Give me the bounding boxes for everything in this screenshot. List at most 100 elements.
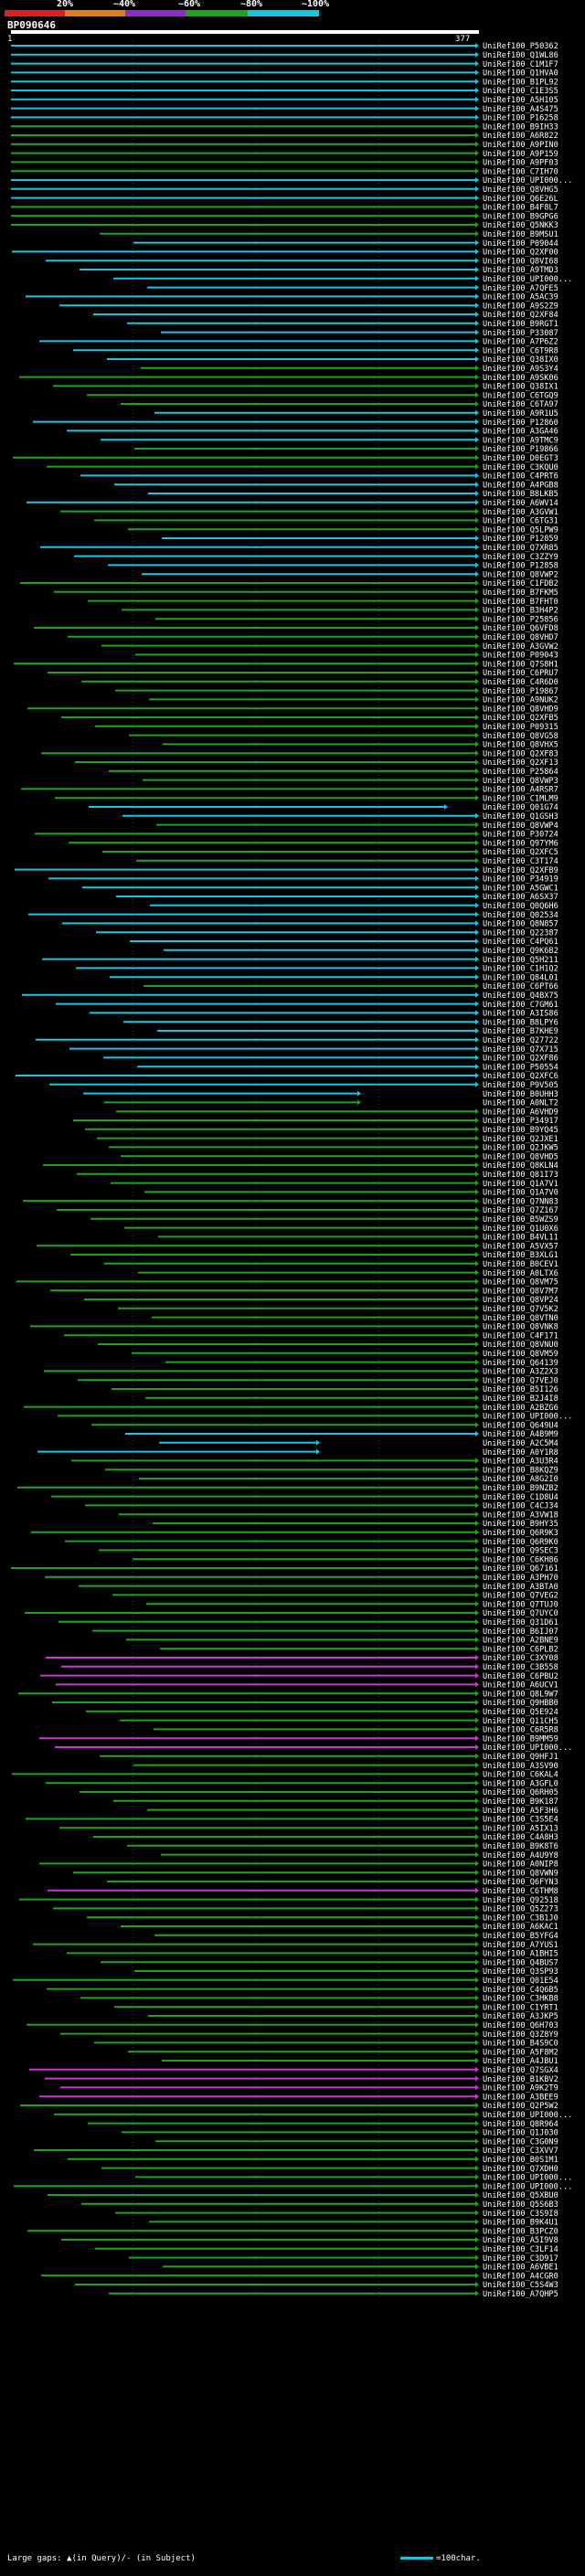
hit-row[interactable]: UniRef100_A9R1U5 bbox=[154, 409, 558, 419]
hit-row[interactable]: UniRef100_Q92518 bbox=[19, 1896, 558, 1905]
hit-row[interactable]: UniRef100_Q7Z167 bbox=[57, 1206, 558, 1215]
hit-row[interactable]: UniRef100_Q8VP24 bbox=[84, 1296, 558, 1305]
hit-row[interactable]: UniRef100_C6R5R8 bbox=[154, 1726, 558, 1735]
hit-row[interactable]: UniRef100_Q6FYN3 bbox=[107, 1878, 558, 1887]
hit-row[interactable]: UniRef100_B9IH33 bbox=[11, 122, 558, 132]
hit-row[interactable]: UniRef100_Q8VHG5 bbox=[11, 186, 558, 195]
hit-row[interactable]: UniRef100_A3GVW1 bbox=[60, 508, 558, 517]
hit-row[interactable]: UniRef100_C6PT66 bbox=[144, 982, 558, 991]
hit-row[interactable]: UniRef100_A6WV14 bbox=[27, 499, 558, 508]
hit-row[interactable]: UniRef100_C1YRT1 bbox=[114, 2003, 558, 2012]
hit-row[interactable]: UniRef100_A6UCV1 bbox=[56, 1681, 558, 1691]
hit-row[interactable]: UniRef100_A0Y1R8 bbox=[37, 1448, 558, 1458]
hit-row[interactable]: UniRef100_A4CGR0 bbox=[41, 2272, 558, 2281]
hit-row[interactable]: UniRef100_P09315 bbox=[95, 723, 558, 732]
hit-row[interactable]: UniRef100_Q01E54 bbox=[13, 1977, 558, 1986]
hit-row[interactable]: UniRef100_A8G2I0 bbox=[139, 1475, 558, 1484]
hit-row[interactable]: UniRef100_A3Z2X3 bbox=[44, 1368, 558, 1377]
hit-row[interactable]: UniRef100_A5AC39 bbox=[26, 293, 558, 302]
hit-row[interactable]: UniRef100_Q8VWP2 bbox=[142, 570, 558, 579]
hit-row[interactable]: UniRef100_P30724 bbox=[35, 831, 558, 840]
hit-row[interactable]: UniRef100_C4CJ34 bbox=[85, 1502, 558, 1511]
hit-row[interactable]: UniRef100_A6VBE1 bbox=[163, 2263, 558, 2273]
hit-row[interactable]: UniRef100_C1D8U4 bbox=[51, 1493, 558, 1502]
hit-row[interactable]: UniRef100_A5I9V8 bbox=[61, 2236, 558, 2245]
hit-row[interactable]: UniRef100_Q7TUJ0 bbox=[146, 1600, 558, 1609]
hit-row[interactable]: UniRef100_Q8VWP4 bbox=[156, 822, 558, 831]
hit-row[interactable]: UniRef100_Q8VWP3 bbox=[143, 777, 558, 786]
hit-row[interactable]: UniRef100_A3IS86 bbox=[90, 1010, 558, 1019]
hit-row[interactable]: UniRef100_Q5H211 bbox=[42, 956, 558, 965]
hit-row[interactable]: UniRef100_Q9HFJ1 bbox=[100, 1753, 558, 1762]
hit-row[interactable]: UniRef100_B4S9C0 bbox=[94, 2040, 558, 2049]
hit-row[interactable]: UniRef100_A3VW18 bbox=[119, 1511, 558, 1520]
hit-row[interactable]: UniRef100_Q2XF84 bbox=[93, 311, 558, 320]
hit-row[interactable]: UniRef100_B9K4U1 bbox=[149, 2219, 558, 2228]
hit-row[interactable]: UniRef100_Q5NKK3 bbox=[11, 221, 558, 230]
hit-row[interactable]: UniRef100_Q38IX0 bbox=[107, 355, 558, 365]
hit-row[interactable]: UniRef100_C3T174 bbox=[136, 857, 558, 866]
hit-row[interactable]: UniRef100_B6IJ07 bbox=[92, 1627, 558, 1637]
hit-row[interactable]: UniRef100_Q2XFB5 bbox=[61, 714, 558, 723]
hit-row[interactable]: UniRef100_B3PCZ0 bbox=[27, 2227, 558, 2236]
hit-row[interactable]: UniRef100_A9PF03 bbox=[11, 159, 558, 168]
hit-row[interactable]: UniRef100_Q1A7V1 bbox=[111, 1180, 558, 1189]
hit-row[interactable]: UniRef100_B8LPY6 bbox=[123, 1018, 558, 1027]
hit-row[interactable]: UniRef100_A9S2Z9 bbox=[59, 302, 558, 311]
hit-row[interactable]: UniRef100_C4F171 bbox=[64, 1331, 558, 1341]
hit-row[interactable]: UniRef100_Q8VNK8 bbox=[30, 1323, 558, 1332]
hit-row[interactable]: UniRef100_UPI000... bbox=[135, 2174, 572, 2183]
hit-row[interactable]: UniRef100_Q02534 bbox=[28, 911, 558, 920]
hit-row[interactable]: UniRef100_Q5Z273 bbox=[53, 1905, 558, 1914]
hit-row[interactable]: UniRef100_Q67161 bbox=[11, 1564, 558, 1574]
hit-row[interactable]: UniRef100_Q0Q6H6 bbox=[150, 902, 558, 911]
hit-row[interactable]: UniRef100_Q649U4 bbox=[91, 1421, 558, 1430]
hit-row[interactable]: UniRef100_P12860 bbox=[33, 419, 558, 428]
hit-row[interactable]: UniRef100_B9GPG6 bbox=[11, 212, 558, 221]
hit-row[interactable]: UniRef100_C3LF14 bbox=[95, 2245, 558, 2254]
hit-row[interactable]: UniRef100_B2J4I8 bbox=[145, 1394, 558, 1404]
hit-row[interactable]: UniRef100_A4PGB8 bbox=[114, 481, 558, 490]
hit-row[interactable]: UniRef100_C4R6D0 bbox=[81, 678, 558, 687]
hit-row[interactable]: UniRef100_Q8VTN0 bbox=[152, 1314, 558, 1323]
hit-row[interactable]: UniRef100_UPI000... bbox=[58, 1413, 572, 1422]
hit-row[interactable]: UniRef100_Q64139 bbox=[165, 1359, 558, 1368]
hit-row[interactable]: UniRef100_C3KQU0 bbox=[47, 463, 558, 472]
hit-row[interactable]: UniRef100_A2BZG6 bbox=[24, 1404, 558, 1413]
hit-row[interactable]: UniRef100_B9MM59 bbox=[39, 1734, 558, 1744]
hit-row[interactable]: UniRef100_Q8VHX5 bbox=[163, 741, 558, 750]
hit-row[interactable]: UniRef100_UPI000... bbox=[55, 1744, 572, 1753]
hit-row[interactable]: UniRef100_P12859 bbox=[162, 535, 558, 544]
hit-row[interactable]: UniRef100_C3HKB8 bbox=[80, 1995, 558, 2004]
hit-row[interactable]: UniRef100_Q9SEC3 bbox=[99, 1547, 558, 1556]
hit-row[interactable]: UniRef100_Q2XFC6 bbox=[16, 1072, 558, 1081]
hit-row[interactable]: UniRef100_P09044 bbox=[133, 239, 558, 249]
hit-row[interactable]: UniRef100_C3B558 bbox=[61, 1663, 558, 1672]
hit-row[interactable]: UniRef100_Q6R9K3 bbox=[31, 1529, 558, 1538]
hit-row[interactable]: UniRef100_Q7NN83 bbox=[23, 1197, 558, 1206]
hit-row[interactable]: UniRef100_B5YFG4 bbox=[154, 1932, 558, 1941]
hit-row[interactable]: UniRef100_P25856 bbox=[155, 615, 558, 624]
hit-row[interactable]: UniRef100_C1FDB2 bbox=[20, 579, 558, 588]
hit-row[interactable]: UniRef100_Q7SGX4 bbox=[29, 2066, 558, 2075]
hit-row[interactable]: UniRef100_A6VHD9 bbox=[116, 1108, 558, 1117]
hit-row[interactable]: UniRef100_C3S5E4 bbox=[26, 1816, 558, 1825]
hit-row[interactable]: UniRef100_B0UHH3 bbox=[83, 1090, 558, 1099]
hit-row[interactable]: UniRef100_A4JBU1 bbox=[162, 2057, 558, 2066]
hit-row[interactable]: UniRef100_A4S475 bbox=[11, 105, 558, 114]
hit-row[interactable]: UniRef100_C5S4W3 bbox=[75, 2281, 558, 2290]
hit-row[interactable]: UniRef100_Q5E924 bbox=[86, 1708, 558, 1717]
hit-row[interactable]: UniRef100_A9NUK2 bbox=[149, 696, 558, 705]
hit-row[interactable]: UniRef100_C7IH70 bbox=[11, 167, 558, 176]
hit-row[interactable]: UniRef100_C1E3S5 bbox=[11, 87, 558, 96]
hit-row[interactable]: UniRef100_Q1A7V0 bbox=[144, 1189, 558, 1198]
hit-row[interactable]: UniRef100_Q1U0X6 bbox=[124, 1224, 558, 1234]
hit-row[interactable]: UniRef100_A3BTA0 bbox=[79, 1583, 558, 1592]
hit-row[interactable]: UniRef100_Q84L01 bbox=[110, 973, 558, 982]
hit-row[interactable]: UniRef100_B1PL92 bbox=[11, 78, 558, 87]
hit-row[interactable]: UniRef100_A5GWC1 bbox=[82, 884, 558, 893]
hit-row[interactable]: UniRef100_P09043 bbox=[135, 652, 558, 661]
hit-row[interactable]: UniRef100_Q01G74 bbox=[89, 803, 558, 812]
hit-row[interactable]: UniRef100_Q2JKW5 bbox=[109, 1144, 558, 1153]
hit-row[interactable]: UniRef100_B5I126 bbox=[112, 1385, 558, 1394]
